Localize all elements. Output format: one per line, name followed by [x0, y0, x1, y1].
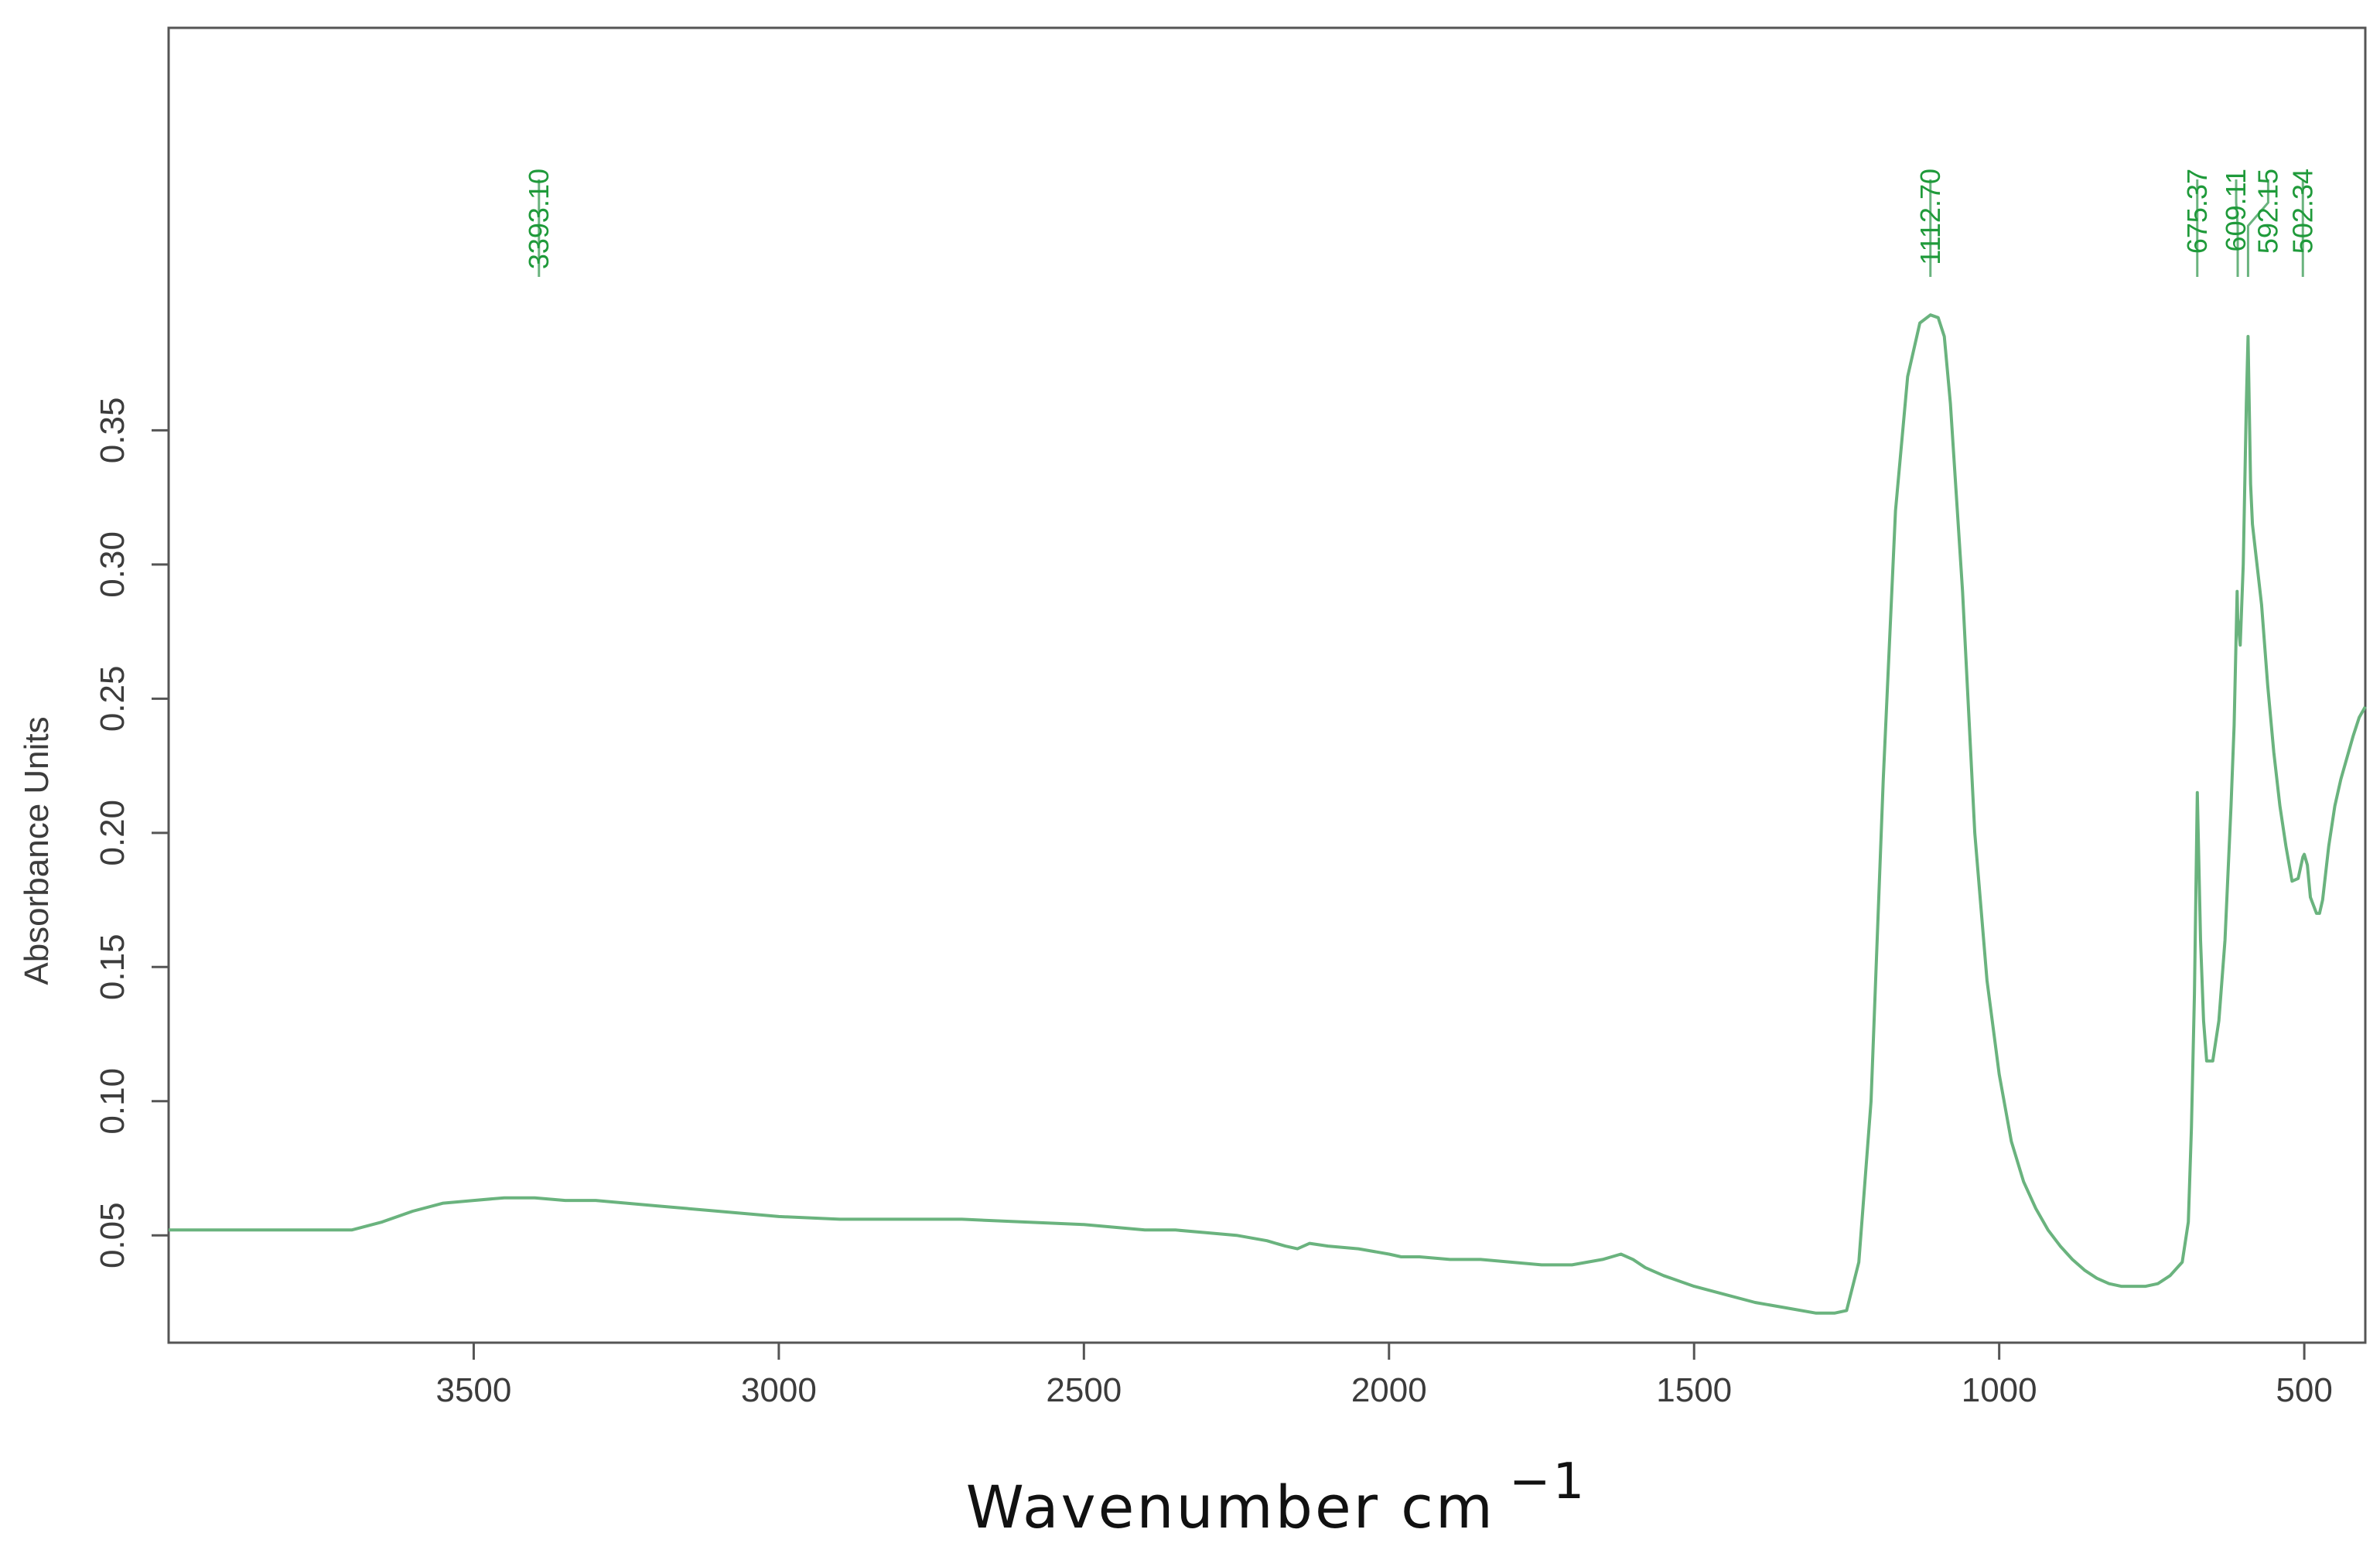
x-tick-label: 1000: [1962, 1371, 2037, 1409]
peak-label: 609.11: [2220, 169, 2252, 251]
x-tick-label: 3500: [435, 1371, 511, 1409]
peak-marker-line: [2246, 179, 2269, 277]
x-axis-label-superscript: −1: [1509, 1453, 1586, 1511]
x-tick-label: 500: [2276, 1371, 2332, 1409]
peak-label: 1112.70: [1914, 169, 1946, 265]
x-axis-label: Wavenumber cm −1: [966, 1453, 1587, 1541]
y-tick-label: 0.35: [94, 398, 131, 464]
peak-label: 592.15: [2252, 169, 2283, 254]
y-tick-label: 0.10: [94, 1068, 131, 1135]
x-tick-label: 1500: [1656, 1371, 1732, 1409]
x-axis-label-text: Wavenumber cm: [966, 1473, 1495, 1541]
peak-marker-line: [2235, 179, 2239, 277]
spectrum-line: [169, 313, 2367, 1315]
y-tick-label: 0.30: [94, 531, 131, 598]
peak-label: 675.37: [2181, 169, 2213, 254]
x-tick-label: 2000: [1351, 1371, 1427, 1409]
peak-markers-layer: 3393.10 1112.70 675.37 609.11 592.15 502.34: [523, 169, 2318, 277]
series-layer: [169, 313, 2367, 1315]
peak-label: 502.34: [2286, 169, 2318, 254]
x-tick-label: 3000: [741, 1371, 817, 1409]
y-tick-label: 0.05: [94, 1202, 131, 1268]
y-tick-label: 0.25: [94, 666, 131, 732]
axes-layer: [167, 26, 2367, 1344]
y-tick-label: 0.20: [94, 800, 131, 866]
peak-label: 3393.10: [523, 169, 555, 269]
y-axis-label: Absorbance Units: [18, 716, 56, 985]
ticks-layer: 3500 3000 2500 2000 1500 1000 500 0.05 0.10 0.15 0…: [94, 398, 2333, 1409]
y-tick-label: 0.15: [94, 934, 131, 1000]
plot-frame: [167, 26, 2367, 1344]
x-tick-label: 2500: [1046, 1371, 1122, 1409]
